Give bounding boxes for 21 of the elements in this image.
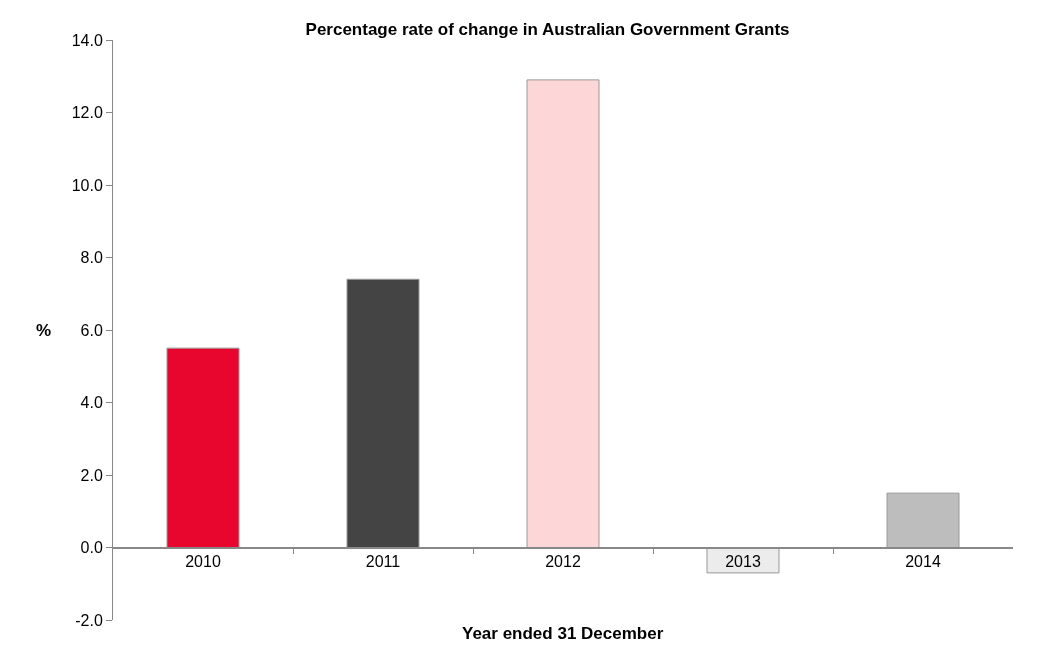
bar xyxy=(886,492,960,548)
x-tick-label: 2013 xyxy=(725,553,761,571)
y-tick-label: 6.0 xyxy=(80,321,103,339)
y-tick-label: 4.0 xyxy=(80,394,103,412)
y-axis-title: % xyxy=(36,321,52,340)
y-tick-label: 8.0 xyxy=(80,249,103,267)
chart-title: Percentage rate of change in Australian Government Grants xyxy=(305,19,790,39)
x-tick-label: 2010 xyxy=(185,553,221,571)
bar xyxy=(166,347,240,548)
bar xyxy=(526,79,600,548)
bar xyxy=(346,278,420,548)
y-tick-label: -2.0 xyxy=(75,611,103,629)
y-tick-label: 10.0 xyxy=(71,176,103,194)
x-tick-label: 2011 xyxy=(365,553,401,571)
y-tick-label: 0.0 xyxy=(80,539,103,557)
y-tick-label: 12.0 xyxy=(71,104,103,122)
x-tick-label: 2014 xyxy=(905,553,941,571)
x-axis-title: Year ended 31 December xyxy=(462,624,664,643)
y-tick-label: 14.0 xyxy=(71,31,103,49)
y-tick-label: 2.0 xyxy=(80,466,103,484)
x-tick-label: 2012 xyxy=(545,553,581,571)
